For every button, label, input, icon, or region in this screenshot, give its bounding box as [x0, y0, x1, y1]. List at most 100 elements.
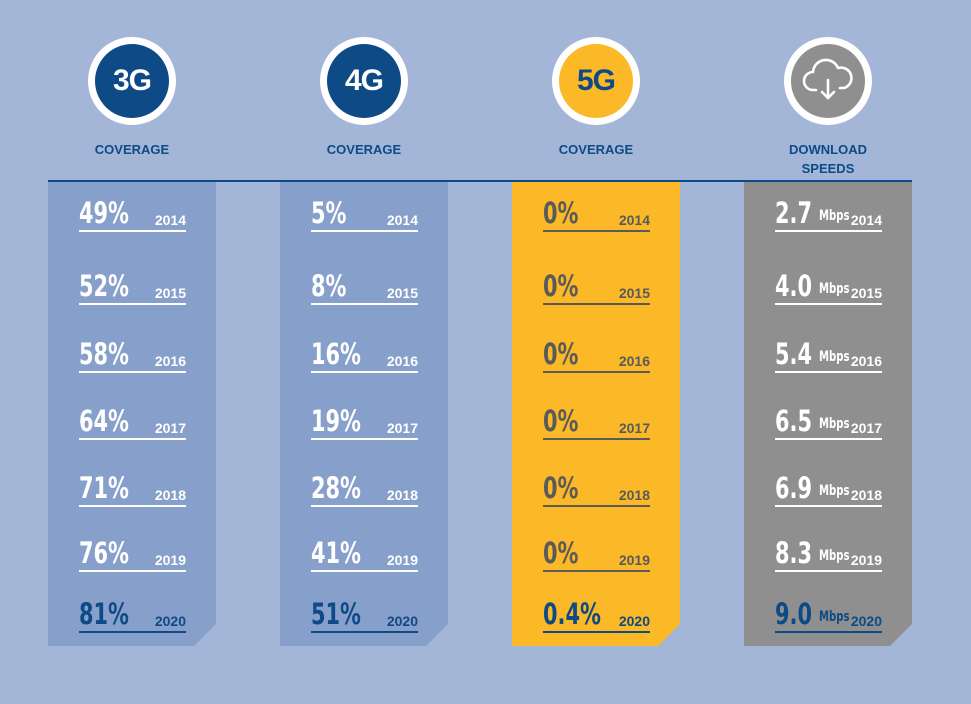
value-text: 4.0 [775, 269, 812, 303]
value-text: 0% [543, 196, 579, 230]
badge-5g-label: 5G [576, 64, 616, 97]
row-underline [311, 438, 418, 440]
value-text: 8% [311, 269, 347, 303]
badge-download [784, 37, 872, 125]
row-underline [79, 303, 186, 305]
row-underline [775, 230, 882, 232]
unit-text: Mbps [819, 208, 850, 224]
row-underline [543, 631, 650, 633]
value-row: 28% 2018 [311, 467, 418, 507]
value-text: 19% [311, 404, 361, 438]
column-5g-title: COVERAGE [512, 140, 680, 159]
column-5g-title-line1: COVERAGE [558, 142, 634, 157]
badge-4g-label: 4G [344, 64, 384, 97]
value-row: 64% 2017 [79, 400, 186, 440]
value-row: 8.3 Mbps 2019 [775, 532, 882, 572]
year-label: 2017 [850, 420, 882, 436]
column-5g-panel [512, 182, 680, 646]
year-label: 2015 [618, 285, 650, 301]
value-row: 4.0 Mbps 2015 [775, 265, 882, 305]
column-3g-title-line1: COVERAGE [94, 142, 170, 157]
badge-5g: 5G [552, 37, 640, 125]
badge-3g-disc: 3G [95, 44, 169, 118]
value-row: 0% 2018 [543, 467, 650, 507]
year-label: 2019 [386, 552, 418, 568]
year-label: 2019 [618, 552, 650, 568]
year-label: 2020 [386, 613, 418, 629]
value-row: 0% 2019 [543, 532, 650, 572]
unit-text: Mbps [819, 349, 850, 365]
row-underline [543, 303, 650, 305]
value-text: 6.9 [775, 471, 812, 505]
row-underline [79, 570, 186, 572]
badge-4g: 4G [320, 37, 408, 125]
row-underline [311, 230, 418, 232]
value-text: 28% [311, 471, 361, 505]
year-label: 2018 [386, 487, 418, 503]
row-underline [543, 230, 650, 232]
column-4g: 4G COVERAGE 5% 2014 8% 2015 16% 2016 19% 2017 28… [280, 0, 448, 704]
header-divider [48, 180, 912, 182]
year-label: 2015 [386, 285, 418, 301]
unit-text: Mbps [819, 609, 850, 625]
year-label: 2017 [618, 420, 650, 436]
value-row: 81% 2020 [79, 593, 186, 633]
value-text: 49% [79, 196, 129, 230]
value-row: 0.4% 2020 [543, 593, 650, 633]
unit-text: Mbps [819, 483, 850, 499]
row-underline [79, 631, 186, 633]
value-text: 5% [311, 196, 347, 230]
column-3g-title: COVERAGE [48, 140, 216, 159]
column-5g: 5G COVERAGE 0% 2014 0% 2015 0% 2016 0% 2017 0% 20… [512, 0, 680, 704]
value-row: 8% 2015 [311, 265, 418, 305]
year-label: 2016 [386, 353, 418, 369]
year-label: 2014 [850, 212, 882, 228]
badge-3g-label: 3G [112, 64, 152, 97]
value-row: 9.0 Mbps 2020 [775, 593, 882, 633]
value-row: 49% 2014 [79, 192, 186, 232]
row-underline [775, 631, 882, 633]
value-row: 52% 2015 [79, 265, 186, 305]
badge-4g-disc: 4G [327, 44, 401, 118]
column-download-title-line1: DOWNLOAD [789, 142, 867, 157]
value-row: 0% 2015 [543, 265, 650, 305]
row-underline [775, 303, 882, 305]
value-row: 0% 2016 [543, 333, 650, 373]
value-row: 16% 2016 [311, 333, 418, 373]
year-label: 2020 [154, 613, 186, 629]
year-label: 2016 [154, 353, 186, 369]
row-underline [311, 505, 418, 507]
column-3g-panel [48, 182, 216, 646]
value-row: 76% 2019 [79, 532, 186, 572]
column-download-title-line2: SPEEDS [801, 161, 855, 176]
value-text: 41% [311, 536, 361, 570]
column-download-panel [744, 182, 912, 646]
unit-text: Mbps [819, 416, 850, 432]
unit-text: Mbps [819, 548, 850, 564]
row-underline [79, 230, 186, 232]
year-label: 2016 [850, 353, 882, 369]
value-text: 0% [543, 536, 579, 570]
row-underline [543, 371, 650, 373]
row-underline [79, 371, 186, 373]
column-4g-title-line1: COVERAGE [326, 142, 402, 157]
row-underline [543, 505, 650, 507]
row-underline [311, 371, 418, 373]
value-row: 0% 2014 [543, 192, 650, 232]
year-label: 2015 [850, 285, 882, 301]
value-text: 0% [543, 404, 579, 438]
value-row: 51% 2020 [311, 593, 418, 633]
row-underline [311, 631, 418, 633]
row-underline [543, 438, 650, 440]
value-row: 5.4 Mbps 2016 [775, 333, 882, 373]
value-text: 71% [79, 471, 129, 505]
row-underline [775, 438, 882, 440]
value-text: 16% [311, 337, 361, 371]
badge-download-disc [791, 44, 865, 118]
value-row: 41% 2019 [311, 532, 418, 572]
unit-text: Mbps [819, 281, 850, 297]
value-row: 5% 2014 [311, 192, 418, 232]
year-label: 2014 [154, 212, 186, 228]
column-4g-panel [280, 182, 448, 646]
year-label: 2020 [850, 613, 882, 629]
